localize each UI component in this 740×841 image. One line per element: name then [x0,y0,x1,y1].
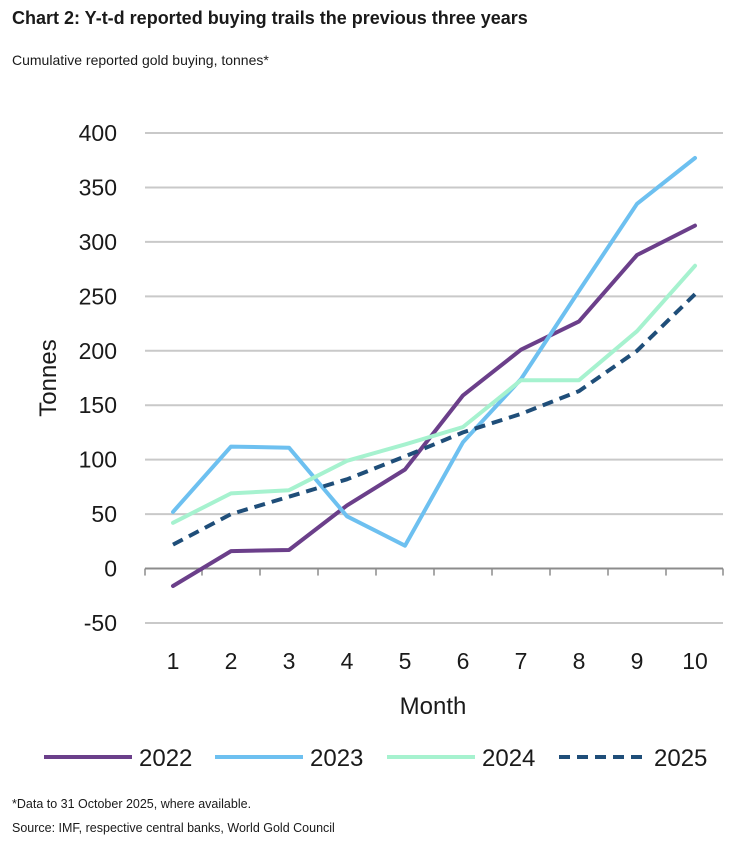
series-line-2025 [172,292,697,547]
y-axis-label: Tonnes [35,339,62,416]
x-tick-label: 7 [515,648,528,674]
x-tick-label: 5 [399,648,412,674]
y-tick-label: 0 [104,556,117,582]
x-axis-label: Month [400,693,467,720]
y-tick-label: 400 [79,120,117,146]
x-tick-label: 9 [631,648,644,674]
x-tick-label: 4 [341,648,354,674]
x-tick-label: 8 [573,648,586,674]
x-tick-label: 10 [682,648,708,674]
y-tick-label: -50 [84,610,117,636]
y-tick-label: 200 [79,338,117,364]
legend: 2022 2023 2024 2025 [44,745,707,772]
series-line-2024 [171,263,697,525]
y-tick-label: 100 [79,447,117,473]
series-line-2022 [171,223,697,588]
chart-title: Chart 2: Y-t-d reported buying trails th… [12,8,528,28]
legend-label-2022: 2022 [139,745,192,772]
legend-label-2023: 2023 [310,745,363,772]
x-tick-label: 6 [457,648,470,674]
y-tick-label: 50 [91,501,117,527]
legend-label-2024: 2024 [482,745,535,772]
chart-subtitle: Cumulative reported gold buying, tonnes* [12,52,269,68]
x-tick-label: 2 [225,648,238,674]
legend-label-2025: 2025 [654,745,707,772]
y-tick-label: 350 [79,174,117,200]
y-tick-label: 150 [79,392,117,418]
source-note: Source: IMF, respective central banks, W… [12,821,335,835]
series-lines [171,156,697,588]
gridlines [144,132,724,624]
y-tick-label: 250 [79,283,117,309]
series-line-2023 [171,156,697,548]
footnote: *Data to 31 October 2025, where availabl… [12,797,252,811]
x-axis-ticks: 1 2 3 4 5 6 7 8 9 10 [167,648,708,674]
x-tick-label: 1 [167,648,180,674]
y-axis-ticks: -50 0 50 100 150 200 250 300 350 400 [79,120,117,636]
x-tick-label: 3 [283,648,296,674]
y-tick-label: 300 [79,229,117,255]
